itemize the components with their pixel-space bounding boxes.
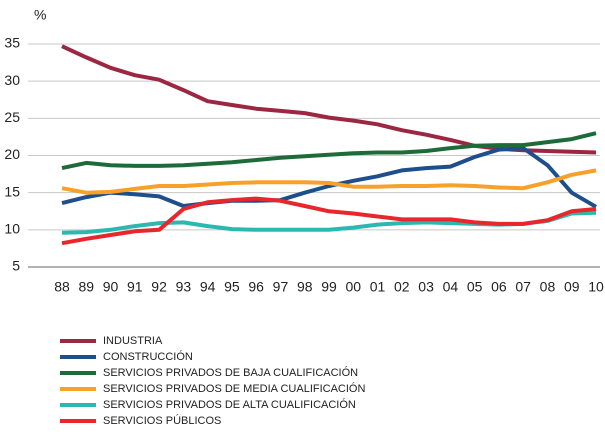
x-tick-label: 05 [467, 279, 483, 295]
series-line [61, 168, 597, 195]
x-tick-label: 94 [200, 279, 216, 295]
y-tick-label: 5 [12, 258, 20, 274]
y-tick-label: 25 [4, 109, 20, 125]
x-tick-label: 99 [321, 279, 337, 295]
x-tick-label: 01 [370, 279, 386, 295]
legend-label: SERVICIOS PÚBLICOS [103, 414, 221, 427]
legend-label: SERVICIOS PRIVADOS DE ALTA CUALIFICACIÓN [103, 398, 356, 411]
x-tick-label: 96 [248, 279, 264, 295]
legend-label: SERVICIOS PRIVADOS DE BAJA CUALIFICACIÓN [103, 366, 358, 379]
x-tick-label: 00 [345, 279, 361, 295]
x-tick-label: 10 [588, 279, 604, 295]
x-tick-label: 06 [491, 279, 507, 295]
y-tick-label: 20 [4, 146, 20, 162]
series-line [61, 196, 597, 246]
x-tick-label: 09 [564, 279, 580, 295]
x-tick-label: 04 [443, 279, 459, 295]
y-tick-label: 30 [4, 72, 20, 88]
x-tick-label: 88 [54, 279, 70, 295]
x-tick-label: 02 [394, 279, 410, 295]
y-tick-label: 35 [4, 35, 20, 51]
x-tick-label: 98 [297, 279, 313, 295]
series-line [61, 131, 597, 171]
series-line [61, 44, 597, 155]
y-tick-label: 15 [4, 183, 20, 199]
legend-label: CONSTRUCCIÓN [103, 350, 193, 363]
x-tick-label: 03 [418, 279, 434, 295]
x-tick-label: 91 [127, 279, 143, 295]
series-line [61, 146, 598, 209]
y-unit: % [34, 7, 46, 23]
x-tick-label: 93 [176, 279, 192, 295]
x-tick-label: 08 [540, 279, 556, 295]
x-tick-label: 89 [78, 279, 94, 295]
y-tick-label: 10 [4, 221, 20, 237]
x-tick-label: 07 [515, 279, 531, 295]
x-tick-label: 95 [224, 279, 240, 295]
x-tick-label: 90 [103, 279, 119, 295]
legend-label: SERVICIOS PRIVADOS DE MEDIA CUALIFICACIÓ… [103, 382, 365, 395]
legend-label: INDUSTRIA [103, 335, 163, 347]
x-tick-label: 92 [151, 279, 167, 295]
x-tick-label: 97 [273, 279, 289, 295]
